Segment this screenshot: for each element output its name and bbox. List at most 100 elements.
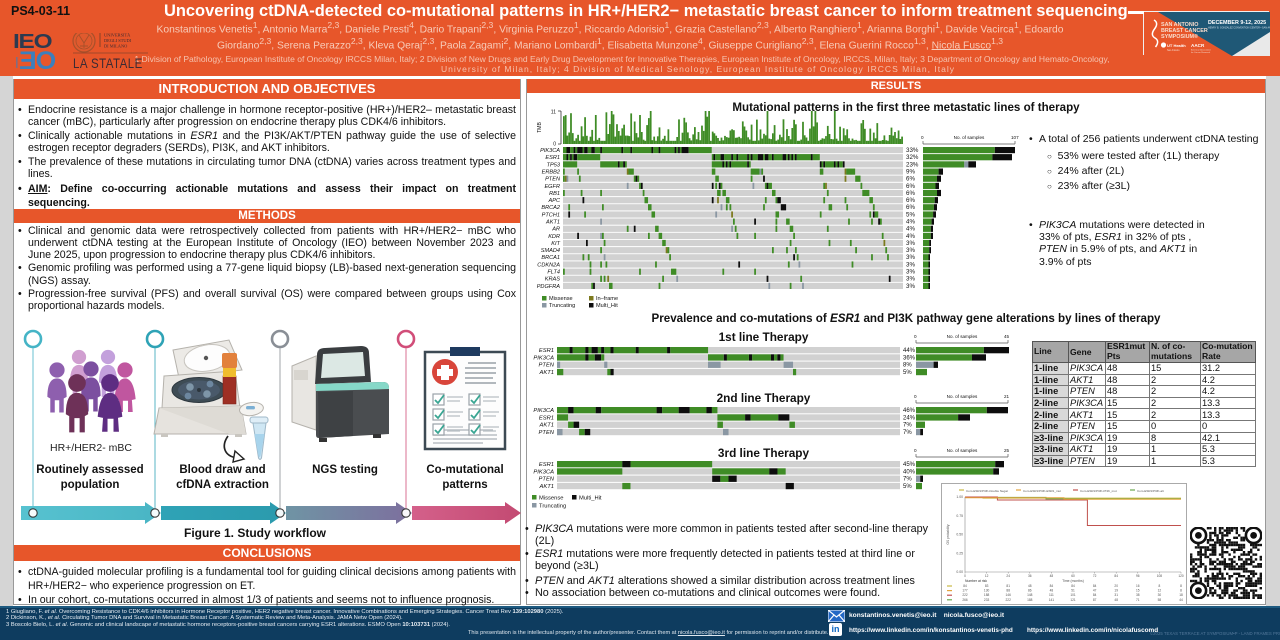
svg-text:0: 0 <box>914 334 917 339</box>
svg-text:1.00: 1.00 <box>956 495 963 499</box>
svg-text:266: 266 <box>962 598 968 602</box>
svg-text:47: 47 <box>1093 589 1097 593</box>
svg-text:PTCH1: PTCH1 <box>542 212 560 218</box>
svg-text:36%: 36% <box>903 355 916 361</box>
svg-text:19: 19 <box>1114 589 1118 593</box>
svg-text:30: 30 <box>1158 593 1162 597</box>
svg-text:12: 12 <box>985 574 989 578</box>
svg-text:222: 222 <box>1006 598 1012 602</box>
svg-text:Missense: Missense <box>539 495 563 501</box>
svg-text:HR+/HER2- mBC: HR+/HER2- mBC <box>50 442 132 454</box>
svg-text:3%: 3% <box>906 247 915 254</box>
svg-text:58: 58 <box>1158 598 1162 602</box>
svg-text:6%: 6% <box>906 197 915 204</box>
svg-text:AR: AR <box>551 227 560 233</box>
svg-text:In–frame: In–frame <box>596 296 618 302</box>
svg-text:ESR1: ESR1 <box>539 415 554 421</box>
svg-text:Truncating: Truncating <box>549 303 575 309</box>
svg-text:AKT1: AKT1 <box>539 484 555 490</box>
svg-text:84: 84 <box>963 584 967 588</box>
svg-text:8: 8 <box>1159 584 1161 588</box>
svg-text:108: 108 <box>1157 574 1163 578</box>
svg-text:ESR1: ESR1 <box>539 462 554 468</box>
svg-text:AKT1: AKT1 <box>539 423 555 429</box>
svg-text:15: 15 <box>1136 589 1140 593</box>
svg-text:FLT4: FLT4 <box>547 270 560 276</box>
svg-text:0.00: 0.00 <box>956 570 963 574</box>
svg-text:BRCA2: BRCA2 <box>541 205 561 211</box>
svg-text:Multi_Hit: Multi_Hit <box>579 495 602 501</box>
svg-text:121: 121 <box>1070 598 1076 602</box>
svg-text:81: 81 <box>1006 584 1010 588</box>
svg-text:IEO: IEO <box>13 33 52 52</box>
svg-text:Com-ESR1/PI3K-Double Negat: Com-ESR1/PI3K-Double Negat <box>966 489 1008 493</box>
svg-text:6%: 6% <box>906 176 915 183</box>
svg-text:Missense: Missense <box>549 296 573 302</box>
svg-text:24: 24 <box>1006 574 1010 578</box>
svg-text:141: 141 <box>1049 598 1055 602</box>
svg-text:UNIVERSITÀ: UNIVERSITÀ <box>104 33 131 37</box>
svg-text:188: 188 <box>1027 598 1033 602</box>
svg-text:40%: 40% <box>903 469 916 475</box>
svg-text:38: 38 <box>1136 593 1140 597</box>
svg-text:86: 86 <box>1028 589 1032 593</box>
svg-text:PIK3CA: PIK3CA <box>533 355 554 361</box>
svg-text:11: 11 <box>551 110 556 116</box>
svg-text:KDR: KDR <box>548 234 560 240</box>
svg-text:ERBB2: ERBB2 <box>542 170 561 176</box>
svg-text:222: 222 <box>962 593 968 597</box>
svg-text:5%: 5% <box>903 370 912 376</box>
svg-text:DECEMBER 9-12, 2025: DECEMBER 9-12, 2025 <box>1208 20 1266 26</box>
svg-text:AKT1: AKT1 <box>545 220 560 226</box>
svg-text:3%: 3% <box>906 269 915 276</box>
svg-text:88: 88 <box>1006 589 1010 593</box>
svg-text:6%: 6% <box>906 190 915 197</box>
svg-text:120: 120 <box>1178 574 1184 578</box>
svg-text:SYMPOSIUM®: SYMPOSIUM® <box>1161 33 1198 40</box>
svg-text:107: 107 <box>1011 135 1019 140</box>
svg-text:BREAST CANCER: BREAST CANCER <box>1161 28 1208 34</box>
svg-text:23%: 23% <box>906 161 919 168</box>
svg-text:Com-ESR1/PI3K-alt: Com-ESR1/PI3K-alt <box>1137 489 1164 493</box>
svg-text:PTEN: PTEN <box>545 177 561 183</box>
svg-text:111: 111 <box>1049 593 1054 597</box>
svg-text:HENRY B. GONZALEZ CONVENTION C: HENRY B. GONZALEZ CONVENTION CENTER • SA… <box>1208 27 1270 30</box>
svg-text:21: 21 <box>1004 394 1009 399</box>
svg-text:DI MILANO: DI MILANO <box>104 44 127 49</box>
svg-text:7%: 7% <box>903 477 912 483</box>
svg-text:5%: 5% <box>906 211 915 218</box>
svg-text:5%: 5% <box>903 484 912 490</box>
svg-text:DEGLI STUDI: DEGLI STUDI <box>104 38 132 43</box>
svg-text:RB1: RB1 <box>549 191 560 197</box>
svg-text:APC: APC <box>547 198 560 204</box>
svg-text:4%: 4% <box>906 219 915 226</box>
svg-text:48: 48 <box>1050 589 1054 593</box>
svg-text:PIK3CA: PIK3CA <box>533 408 554 414</box>
svg-text:8: 8 <box>1180 589 1182 593</box>
svg-text:0: 0 <box>914 448 917 453</box>
svg-text:CDKN2A: CDKN2A <box>537 262 560 268</box>
svg-text:130: 130 <box>984 589 990 593</box>
svg-text:7%: 7% <box>903 423 912 429</box>
svg-text:146: 146 <box>1006 593 1012 597</box>
svg-text:SAN ANTONIO: SAN ANTONIO <box>1161 22 1198 28</box>
svg-text:101: 101 <box>1070 593 1076 597</box>
svg-text:4%: 4% <box>906 233 915 240</box>
svg-text:0: 0 <box>964 574 966 578</box>
svg-text:84: 84 <box>1071 584 1075 588</box>
svg-text:Time (months): Time (months) <box>1062 579 1084 583</box>
svg-text:48: 48 <box>1114 598 1118 602</box>
svg-text:148: 148 <box>1027 593 1033 597</box>
svg-text:Com-ESR1/PI3K-PI3K_mut: Com-ESR1/PI3K-PI3K_mut <box>1080 489 1117 493</box>
svg-text:ƎO: ƎO <box>19 48 55 73</box>
svg-text:EGFR: EGFR <box>544 184 560 190</box>
svg-text:No. of samples: No. of samples <box>947 394 978 399</box>
svg-text:0: 0 <box>914 394 917 399</box>
svg-text:48: 48 <box>1028 584 1032 588</box>
svg-text:32%: 32% <box>906 154 919 161</box>
svg-text:177: 177 <box>962 589 968 593</box>
svg-text:4%: 4% <box>906 226 915 233</box>
svg-text:84: 84 <box>1093 584 1097 588</box>
svg-text:84: 84 <box>1114 574 1118 578</box>
svg-text:60: 60 <box>1071 574 1075 578</box>
